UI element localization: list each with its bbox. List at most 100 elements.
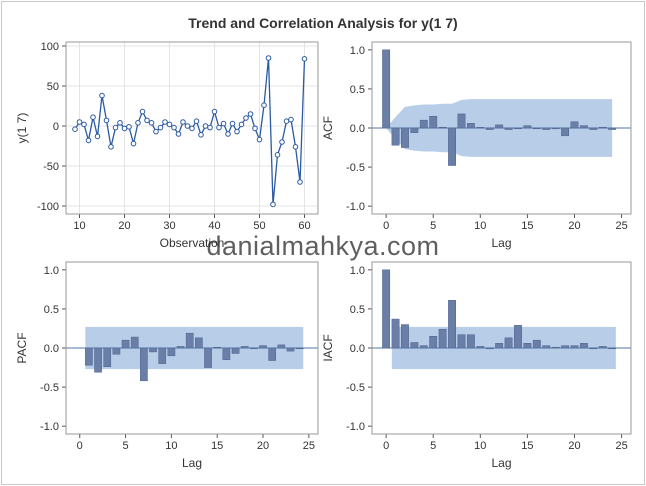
correlation-bar bbox=[495, 343, 504, 349]
data-point bbox=[139, 108, 146, 115]
x-tick-label: 0 bbox=[77, 440, 83, 452]
correlation-bar bbox=[401, 324, 409, 349]
data-point bbox=[243, 115, 249, 121]
correlation-bar bbox=[176, 346, 185, 349]
y-tick-label: -1.0 bbox=[346, 201, 365, 213]
correlation-bar bbox=[438, 126, 447, 129]
correlation-bar bbox=[438, 328, 447, 349]
figure-title: Trend and Correlation Analysis for y(1 7… bbox=[188, 15, 457, 31]
correlation-bar bbox=[551, 346, 560, 349]
data-point bbox=[238, 121, 245, 128]
correlation-bar bbox=[419, 345, 428, 349]
data-point bbox=[148, 120, 155, 126]
data-point bbox=[72, 126, 78, 132]
correlation-bar bbox=[579, 125, 588, 129]
data-point bbox=[207, 124, 213, 131]
correlation-bar bbox=[382, 49, 391, 129]
y-tick-label: -0.5 bbox=[40, 382, 59, 394]
y-axis-label: ACF bbox=[321, 116, 335, 140]
correlation-bar bbox=[250, 347, 258, 350]
data-point bbox=[81, 121, 87, 128]
y-tick-label: -0.5 bbox=[346, 162, 365, 174]
data-point bbox=[265, 55, 272, 61]
correlation-bar bbox=[448, 300, 456, 349]
x-tick-label: 30 bbox=[163, 220, 175, 232]
data-point bbox=[288, 116, 294, 123]
correlation-bar bbox=[485, 127, 494, 130]
y-tick-label: -1.0 bbox=[346, 421, 365, 433]
y-tick-label: -50 bbox=[43, 161, 59, 173]
plot-frame bbox=[65, 261, 319, 435]
correlation-bar bbox=[466, 123, 475, 129]
data-point bbox=[252, 125, 258, 132]
correlation-bar bbox=[277, 344, 286, 349]
correlation-bar bbox=[391, 127, 400, 146]
correlation-bar bbox=[523, 125, 532, 129]
data-point bbox=[162, 119, 168, 125]
x-tick-label: 50 bbox=[253, 220, 265, 232]
data-point bbox=[135, 120, 141, 126]
correlation-bar bbox=[204, 347, 212, 368]
x-tick-label: 10 bbox=[73, 220, 85, 232]
correlation-bar bbox=[410, 127, 419, 133]
correlation-bar bbox=[401, 127, 409, 148]
y-tick-label: -100 bbox=[37, 201, 59, 213]
data-point bbox=[171, 124, 177, 131]
correlation-bar bbox=[185, 332, 194, 349]
correlation-bar bbox=[103, 347, 112, 368]
correlation-bar bbox=[523, 343, 532, 349]
data-point bbox=[292, 144, 299, 150]
y-axis-label: y(1 7) bbox=[15, 113, 29, 144]
correlation-bar bbox=[195, 337, 203, 349]
data-point bbox=[261, 102, 267, 108]
correlation-bar bbox=[391, 318, 400, 349]
data-point bbox=[76, 119, 83, 125]
x-tick-label: 20 bbox=[257, 440, 269, 452]
correlation-bar bbox=[259, 345, 267, 349]
data-point bbox=[256, 136, 263, 143]
correlation-bar bbox=[140, 347, 148, 382]
x-tick-label: 40 bbox=[208, 220, 220, 232]
x-tick-label: 5 bbox=[430, 440, 436, 452]
data-point bbox=[189, 125, 195, 132]
correlation-bar bbox=[240, 346, 249, 349]
x-axis-label: Lag bbox=[182, 456, 202, 470]
x-tick-label: 5 bbox=[430, 220, 436, 232]
y-tick-label: 0.0 bbox=[350, 343, 365, 355]
correlation-bar bbox=[130, 336, 139, 349]
data-point bbox=[202, 123, 209, 129]
correlation-bar bbox=[476, 346, 485, 349]
data-point bbox=[166, 121, 173, 128]
y-tick-label: 50 bbox=[47, 81, 59, 93]
correlation-bar bbox=[222, 347, 231, 360]
correlation-bar bbox=[286, 347, 295, 352]
pacf-panel: 0 5 10 15 20 25 -1.0 -0.5 0.0 0.5 1.0 Lag PACF bbox=[15, 261, 319, 470]
data-point bbox=[283, 118, 290, 124]
data-point bbox=[198, 132, 204, 138]
correlation-bar bbox=[419, 119, 428, 129]
y-tick-label: 0.5 bbox=[350, 84, 365, 96]
data-point bbox=[117, 120, 123, 126]
correlation-bar bbox=[589, 127, 598, 130]
y-tick-label: -1.0 bbox=[40, 421, 59, 433]
x-tick-label: 0 bbox=[383, 220, 389, 232]
y-tick-label: 0.0 bbox=[44, 343, 59, 355]
x-tick-label: 10 bbox=[474, 440, 486, 452]
data-point bbox=[193, 118, 200, 124]
x-tick-label: 10 bbox=[165, 440, 177, 452]
correlation-bar bbox=[466, 334, 475, 349]
data-point bbox=[220, 120, 227, 127]
x-tick-label: 15 bbox=[521, 220, 533, 232]
data-point bbox=[157, 124, 164, 131]
trend-panel: 10 20 30 40 50 60 -100 -50 0 50 100 Observation y(1 … bbox=[15, 41, 319, 250]
correlation-bar bbox=[410, 342, 419, 349]
data-point bbox=[130, 140, 137, 147]
x-tick-label: 15 bbox=[211, 440, 223, 452]
correlation-bar bbox=[608, 347, 617, 350]
correlation-bar bbox=[598, 126, 607, 129]
data-point bbox=[297, 179, 303, 185]
x-tick-label: 10 bbox=[474, 220, 486, 232]
correlation-bar bbox=[514, 325, 522, 349]
data-point bbox=[279, 139, 285, 145]
